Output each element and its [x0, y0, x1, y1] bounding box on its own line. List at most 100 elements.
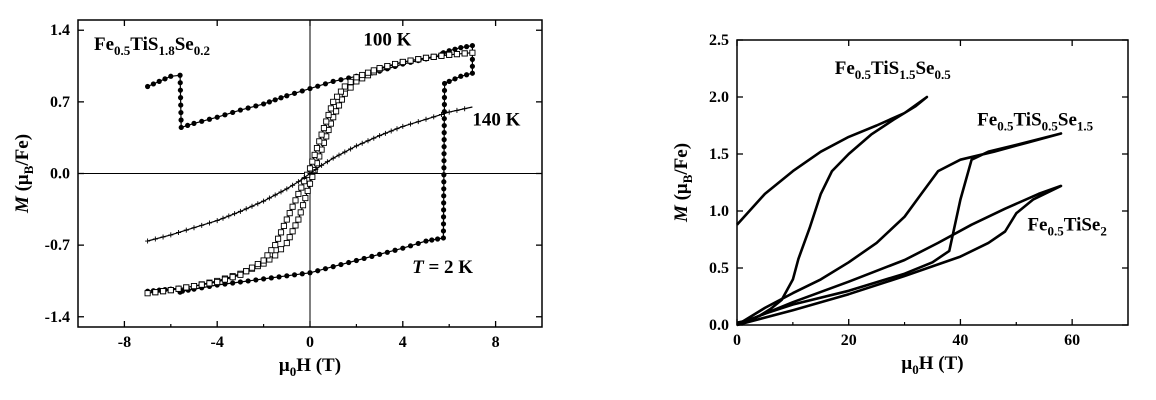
- data-point: [462, 106, 468, 112]
- data-point: [440, 235, 446, 241]
- annotation: 140 K: [472, 109, 520, 130]
- data-point: [178, 109, 184, 116]
- data-point: [156, 78, 162, 84]
- data-point: [377, 133, 383, 139]
- series-line: [736, 95, 929, 324]
- data-point: [177, 72, 183, 78]
- x-tick-label: -8: [118, 334, 131, 351]
- data-point: [441, 87, 448, 94]
- data-point: [177, 95, 184, 101]
- data-point: [441, 151, 447, 157]
- data-point: [441, 179, 447, 185]
- data-point: [441, 158, 447, 164]
- data-point: [191, 120, 197, 126]
- data-point: [177, 80, 183, 86]
- data-point: [469, 70, 475, 76]
- data-point: [330, 98, 337, 105]
- data-point: [400, 123, 406, 129]
- data-point: [221, 276, 228, 283]
- data-point: [438, 111, 444, 117]
- data-point: [322, 81, 329, 87]
- data-point: [243, 268, 250, 275]
- data-point: [191, 225, 197, 231]
- annotation: T = 2 K: [412, 257, 473, 278]
- data-point: [330, 264, 336, 270]
- y-tick-label: 0.7: [50, 94, 70, 111]
- data-point: [407, 243, 414, 249]
- data-point: [394, 126, 400, 132]
- data-point: [441, 115, 447, 122]
- x-tick-label: 40: [952, 332, 968, 349]
- data-point: [253, 103, 259, 109]
- data-point: [441, 80, 448, 87]
- data-point: [440, 214, 447, 220]
- data-point: [392, 247, 398, 253]
- data-point: [206, 280, 213, 287]
- data-point: [295, 179, 301, 185]
- data-point: [313, 166, 319, 172]
- data-point: [430, 53, 437, 60]
- data-point: [446, 109, 452, 115]
- data-point: [334, 93, 341, 100]
- data-point: [214, 218, 220, 224]
- data-point: [297, 209, 304, 216]
- series-annotation: Fe0.5TiS0.5Se1.5: [977, 110, 1093, 134]
- data-point: [333, 108, 340, 115]
- data-point: [469, 63, 475, 69]
- x-tick-label: 0: [306, 334, 314, 351]
- data-point: [338, 261, 344, 268]
- data-point: [264, 252, 271, 259]
- data-point: [431, 114, 437, 120]
- data-point: [341, 83, 348, 90]
- data-point: [290, 182, 296, 188]
- data-point: [429, 237, 435, 243]
- data-point: [295, 216, 302, 223]
- data-point: [384, 249, 390, 255]
- data-point: [452, 46, 458, 52]
- data-point: [295, 190, 302, 198]
- data-point: [392, 60, 399, 68]
- x-tick-label: 60: [1064, 332, 1080, 349]
- data-point: [376, 65, 383, 72]
- data-point: [280, 222, 287, 229]
- data-point: [261, 101, 267, 107]
- data-point: [268, 275, 274, 281]
- panel-title: Fe0.5TiS1.8Se0.2: [94, 34, 210, 58]
- data-point: [440, 221, 447, 227]
- x-tick-label: 0: [733, 332, 741, 349]
- data-point: [441, 122, 447, 129]
- x-tick-label: 20: [841, 332, 857, 349]
- data-point: [206, 116, 213, 122]
- data-point: [415, 56, 422, 63]
- data-point: [441, 186, 447, 192]
- data-point: [299, 271, 305, 277]
- data-point: [335, 102, 343, 109]
- x-tick-label: -4: [211, 334, 224, 351]
- data-point: [291, 90, 298, 96]
- data-point: [199, 118, 205, 124]
- data-point: [453, 51, 460, 58]
- data-point: [441, 193, 447, 199]
- data-point: [330, 155, 336, 161]
- data-point: [243, 206, 249, 212]
- x-tick-label: 8: [492, 334, 500, 351]
- data-point: [167, 287, 174, 294]
- data-point: [371, 135, 377, 141]
- data-point: [198, 281, 205, 288]
- data-point: [177, 87, 184, 93]
- data-point: [304, 187, 311, 194]
- data-point: [369, 253, 375, 259]
- data-point: [446, 78, 452, 84]
- y-tick-label: -1.4: [45, 309, 70, 326]
- series-line: [736, 132, 1063, 327]
- data-point: [291, 272, 298, 278]
- data-point: [441, 137, 447, 143]
- data-point: [289, 203, 296, 210]
- data-point: [222, 112, 228, 118]
- data-point: [283, 240, 290, 247]
- data-point: [229, 274, 236, 281]
- data-point: [245, 278, 251, 284]
- data-point: [415, 240, 421, 247]
- data-point: [313, 145, 321, 152]
